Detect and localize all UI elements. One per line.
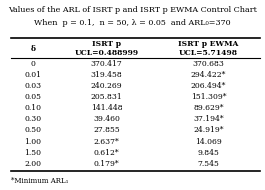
Text: 370.417: 370.417 (91, 60, 122, 68)
Text: 37.194*: 37.194* (193, 115, 224, 123)
Text: 2.00: 2.00 (25, 160, 42, 168)
Text: 370.683: 370.683 (193, 60, 224, 68)
Text: 0.01: 0.01 (25, 71, 42, 79)
Text: 9.845: 9.845 (198, 149, 220, 157)
Text: 7.545: 7.545 (198, 160, 220, 168)
Text: 0.50: 0.50 (25, 127, 42, 135)
Text: 24.919*: 24.919* (193, 127, 224, 135)
Text: 0: 0 (30, 60, 36, 68)
Text: 294.422*: 294.422* (191, 71, 226, 79)
Text: 206.494*: 206.494* (191, 82, 226, 90)
Text: 89.629*: 89.629* (193, 104, 224, 112)
Text: ISRT p EWMA
UCL=5.71498: ISRT p EWMA UCL=5.71498 (178, 40, 239, 57)
Text: 14.069: 14.069 (195, 138, 222, 146)
Text: 1.50: 1.50 (25, 149, 42, 157)
Text: 0.612*: 0.612* (94, 149, 119, 157)
Text: 141.448: 141.448 (91, 104, 122, 112)
Text: 0.30: 0.30 (24, 115, 42, 123)
Text: 319.458: 319.458 (91, 71, 122, 79)
Text: 27.855: 27.855 (93, 127, 120, 135)
Text: δ: δ (30, 45, 36, 53)
Text: 0.05: 0.05 (25, 93, 42, 101)
Text: Values of the ARL of ISRT p and ISRT p EWMA Control Chart: Values of the ARL of ISRT p and ISRT p E… (8, 6, 257, 14)
Text: 0.03: 0.03 (24, 82, 42, 90)
Text: 39.460: 39.460 (93, 115, 120, 123)
Text: 1.00: 1.00 (25, 138, 42, 146)
Text: When  p = 0.1,  n = 50, λ = 0.05  and ARL₀=370: When p = 0.1, n = 50, λ = 0.05 and ARL₀=… (34, 19, 231, 27)
Text: 0.10: 0.10 (25, 104, 42, 112)
Text: 205.831: 205.831 (91, 93, 122, 101)
Text: 0.179*: 0.179* (94, 160, 119, 168)
Text: 151.309*: 151.309* (191, 93, 226, 101)
Text: 2.637*: 2.637* (94, 138, 119, 146)
Text: ISRT p
UCL=0.488999: ISRT p UCL=0.488999 (74, 40, 139, 57)
Text: *Minimum ARL₁: *Minimum ARL₁ (11, 177, 68, 185)
Text: 240.269: 240.269 (91, 82, 122, 90)
